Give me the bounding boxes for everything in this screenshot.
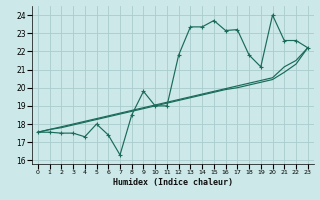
X-axis label: Humidex (Indice chaleur): Humidex (Indice chaleur): [113, 178, 233, 187]
